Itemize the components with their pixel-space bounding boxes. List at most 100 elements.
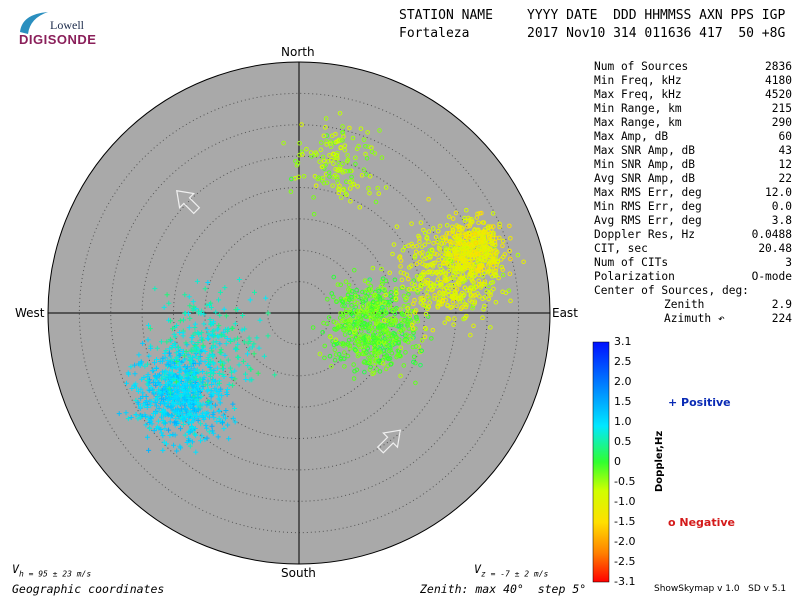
source-point xyxy=(180,400,186,406)
center-azimuth-value: 224 xyxy=(771,312,792,325)
legend-tick-label: 1.5 xyxy=(614,395,632,408)
legend-tick-label: 2.0 xyxy=(614,375,632,388)
source-point xyxy=(204,425,210,431)
source-point xyxy=(179,384,185,390)
source-point xyxy=(429,283,434,289)
source-point xyxy=(491,286,496,292)
source-point xyxy=(443,238,449,244)
source-point xyxy=(490,279,496,285)
source-point xyxy=(339,195,344,200)
source-point xyxy=(437,247,443,252)
source-point xyxy=(320,329,325,335)
source-point xyxy=(383,292,388,298)
source-point xyxy=(168,405,174,411)
source-point xyxy=(334,174,340,180)
source-point xyxy=(447,257,452,263)
source-point xyxy=(192,369,198,375)
source-point xyxy=(426,239,431,244)
source-point xyxy=(397,254,403,259)
source-point xyxy=(159,369,165,375)
source-point xyxy=(173,379,179,385)
source-point xyxy=(272,372,278,378)
source-point xyxy=(225,357,231,363)
source-point xyxy=(479,283,485,289)
source-point xyxy=(401,303,407,309)
source-point xyxy=(186,410,192,416)
source-point xyxy=(158,396,164,402)
source-point xyxy=(398,307,403,312)
source-point xyxy=(214,365,220,371)
source-point xyxy=(472,227,477,232)
source-point xyxy=(398,264,403,269)
source-point xyxy=(208,322,214,328)
source-point xyxy=(162,377,168,383)
source-point xyxy=(151,389,157,395)
source-point xyxy=(311,211,317,217)
source-point xyxy=(185,383,191,389)
source-point xyxy=(445,252,451,257)
vh-text: h = 95 ± 23 m/s xyxy=(18,569,92,579)
source-point xyxy=(164,441,170,447)
source-point xyxy=(189,424,195,430)
source-point xyxy=(170,376,176,382)
stat-value: 290 xyxy=(771,116,792,129)
source-point xyxy=(335,323,341,329)
source-point xyxy=(244,351,250,357)
source-point xyxy=(363,297,368,303)
source-point xyxy=(138,386,144,392)
source-point xyxy=(294,162,300,168)
source-point xyxy=(419,348,424,354)
source-point xyxy=(422,256,427,262)
source-point xyxy=(381,300,387,306)
source-point xyxy=(179,406,185,412)
source-point xyxy=(469,261,474,266)
stat-label: Min RMS Err, deg xyxy=(594,200,702,213)
logo-digisonde-text: DIGISONDE xyxy=(19,32,97,47)
source-point xyxy=(321,320,326,326)
source-point xyxy=(479,255,484,260)
source-point xyxy=(338,137,343,143)
source-point xyxy=(249,344,255,350)
source-point xyxy=(398,270,404,275)
source-point xyxy=(404,295,409,301)
source-point xyxy=(456,273,461,278)
source-point xyxy=(239,327,245,333)
stat-row: Min RMS Err, deg 0.0 xyxy=(594,200,792,214)
source-point xyxy=(176,385,182,391)
stat-value: 4180 xyxy=(765,74,792,87)
label-south: South xyxy=(281,566,316,580)
source-point xyxy=(172,341,178,347)
source-point xyxy=(432,260,438,266)
source-point xyxy=(375,318,381,323)
source-point xyxy=(496,275,501,281)
stat-value: 2836 xyxy=(765,60,792,73)
stat-label: Num of CITs xyxy=(594,256,669,269)
source-point xyxy=(450,229,456,235)
source-point xyxy=(172,334,178,340)
stat-value: 215 xyxy=(771,102,792,115)
source-point xyxy=(205,387,211,393)
source-point xyxy=(490,257,496,262)
source-point xyxy=(229,375,235,381)
source-point xyxy=(197,376,203,382)
source-point xyxy=(180,330,186,336)
source-point xyxy=(211,361,217,367)
source-point xyxy=(172,432,178,438)
source-point xyxy=(128,364,134,370)
source-point xyxy=(208,358,214,364)
source-point xyxy=(360,289,365,295)
source-point xyxy=(426,304,432,310)
source-point xyxy=(374,354,380,360)
legend-tick-label: 2.5 xyxy=(614,355,632,368)
source-point xyxy=(376,191,382,196)
source-point xyxy=(406,292,411,297)
source-point xyxy=(316,175,322,180)
source-point xyxy=(493,265,499,270)
label-east: East xyxy=(552,306,578,320)
source-point xyxy=(137,404,143,410)
stat-row: Min Freq, kHz 4180 xyxy=(594,74,792,88)
vh-readout: Vh = 95 ± 23 m/s xyxy=(12,562,92,579)
source-point xyxy=(240,312,246,318)
source-point xyxy=(133,412,139,418)
source-point xyxy=(463,264,469,270)
